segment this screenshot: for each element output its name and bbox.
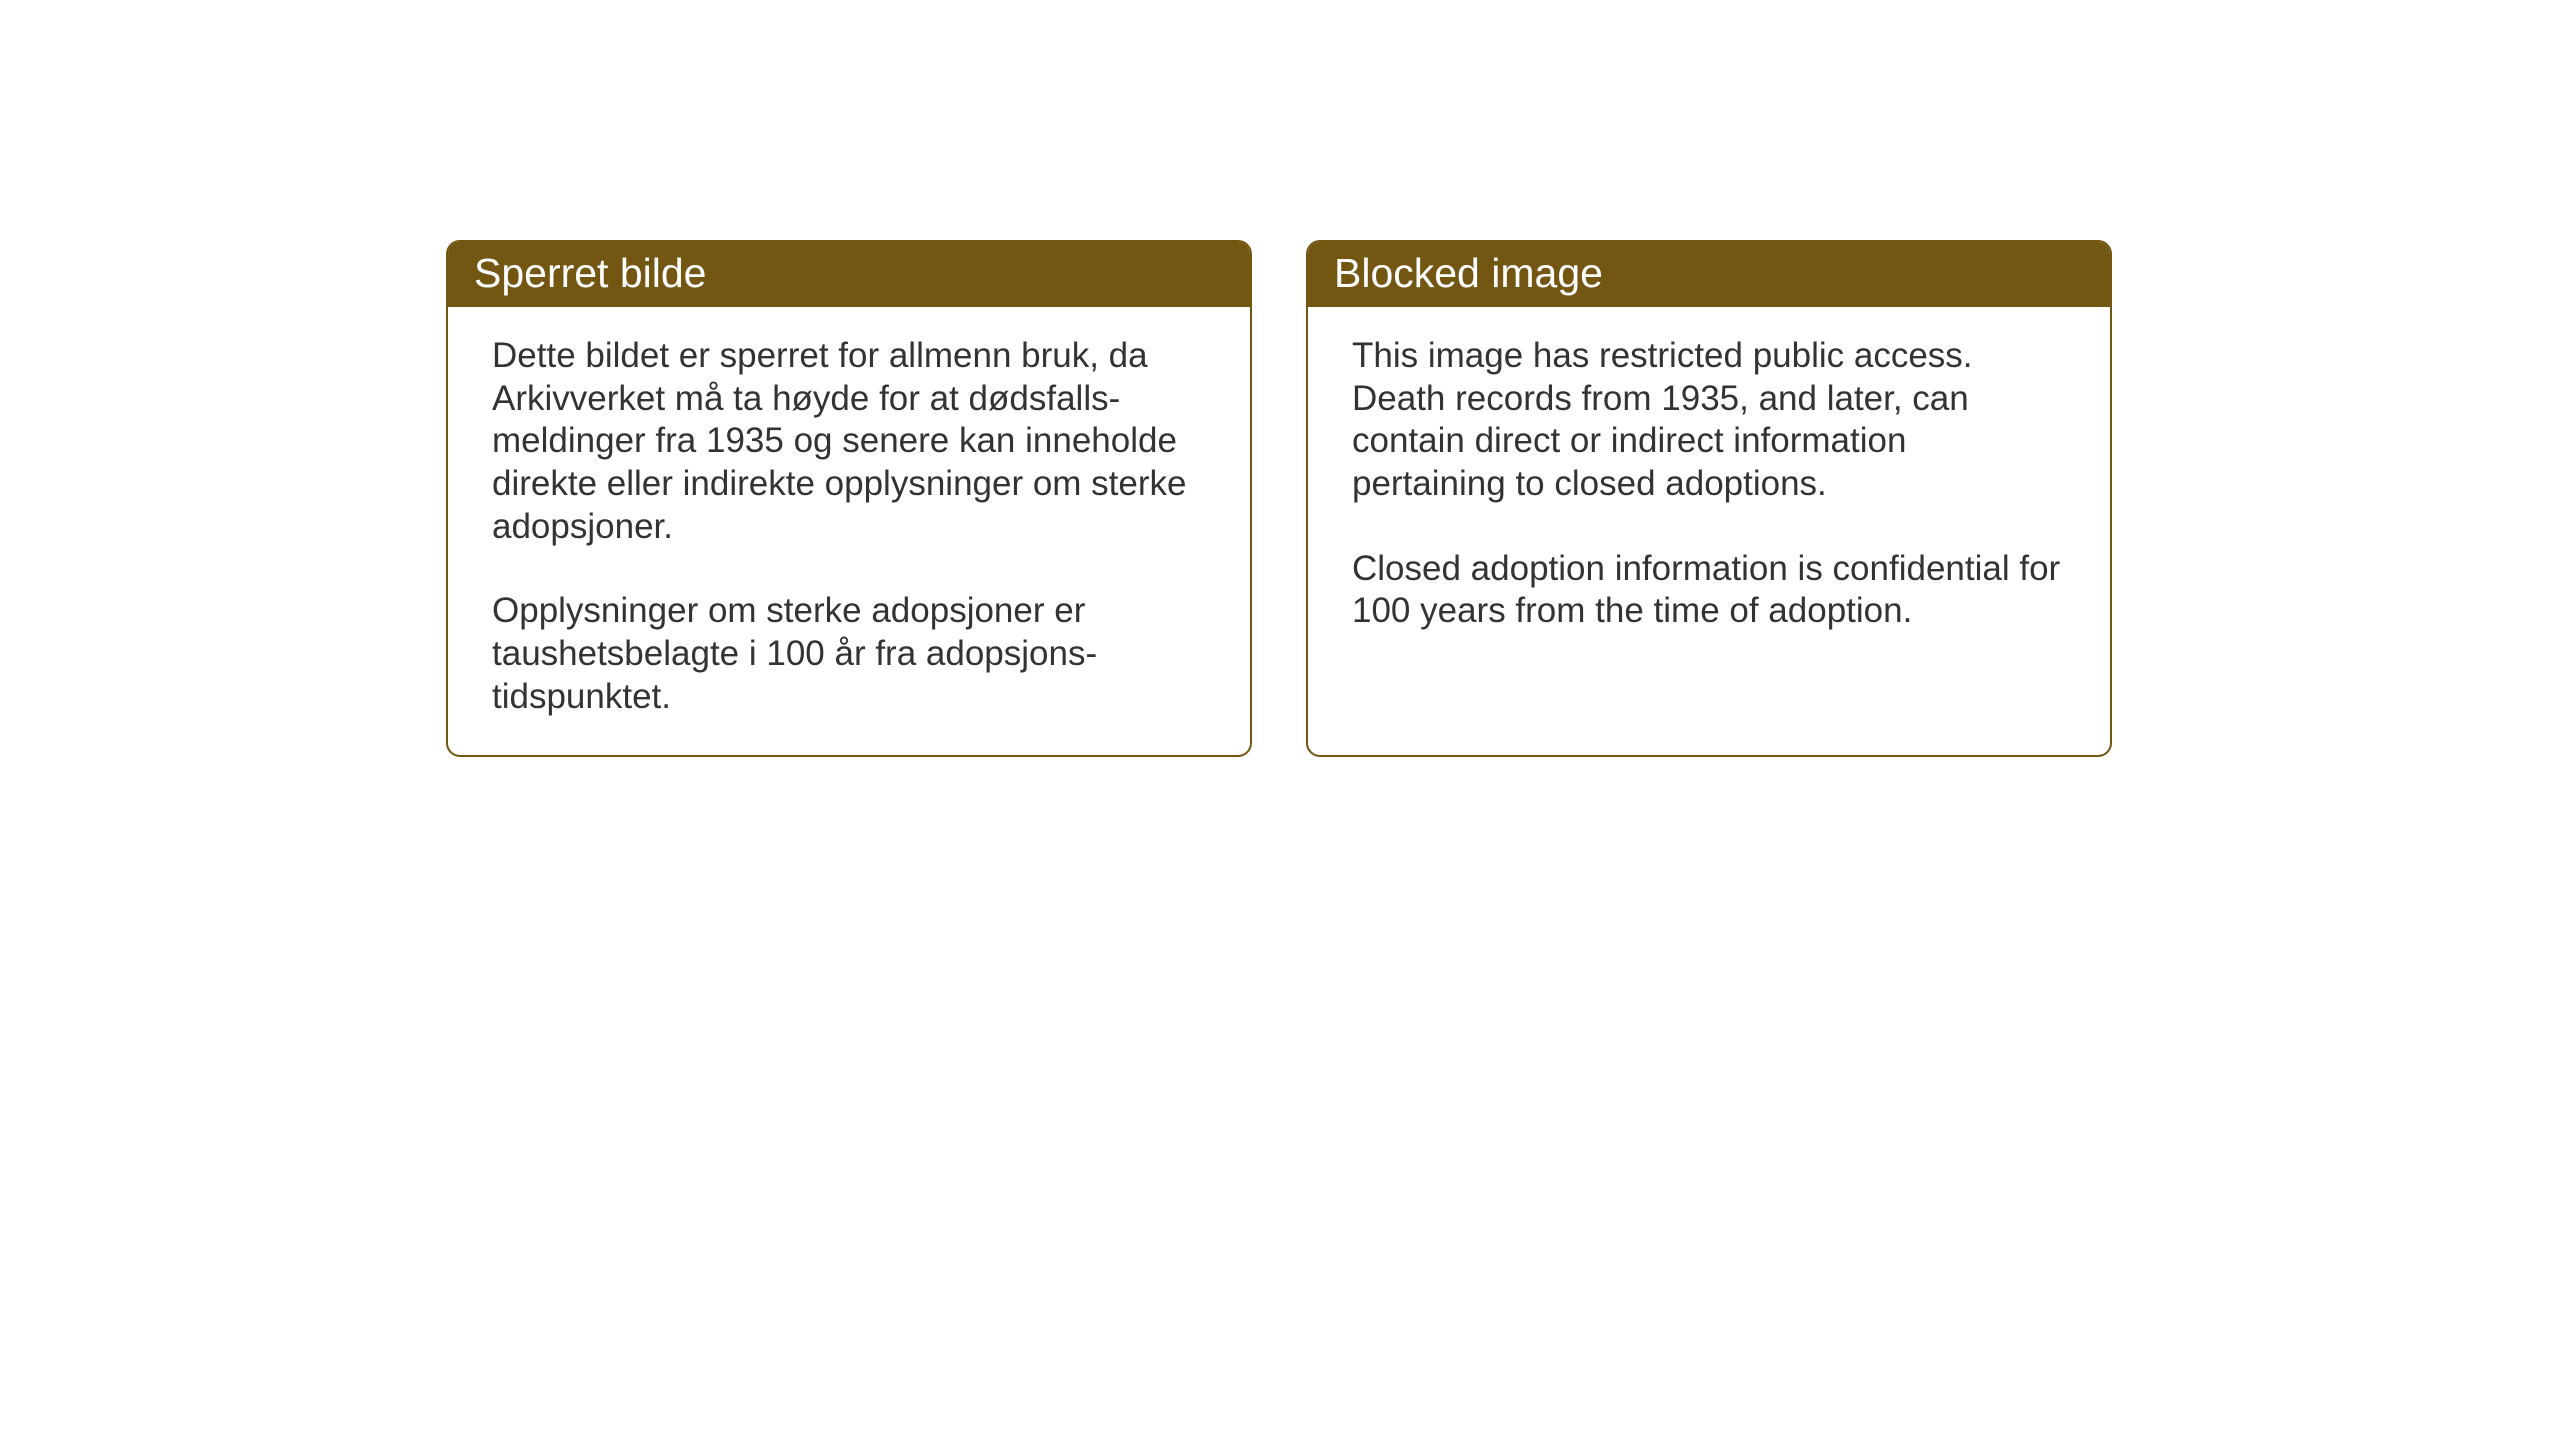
- cards-container: Sperret bilde Dette bildet er sperret fo…: [446, 240, 2112, 757]
- norwegian-paragraph-1: Dette bildet er sperret for allmenn bruk…: [492, 335, 1206, 548]
- english-paragraph-2: Closed adoption information is confident…: [1352, 548, 2066, 633]
- english-paragraph-1: This image has restricted public access.…: [1352, 335, 2066, 506]
- norwegian-paragraph-2: Opplysninger om sterke adopsjoner er tau…: [492, 590, 1206, 718]
- norwegian-card-title: Sperret bilde: [448, 242, 1250, 307]
- english-card-title: Blocked image: [1308, 242, 2110, 307]
- english-card: Blocked image This image has restricted …: [1306, 240, 2112, 757]
- english-card-body: This image has restricted public access.…: [1308, 307, 2110, 755]
- norwegian-card-body: Dette bildet er sperret for allmenn bruk…: [448, 307, 1250, 755]
- norwegian-card: Sperret bilde Dette bildet er sperret fo…: [446, 240, 1252, 757]
